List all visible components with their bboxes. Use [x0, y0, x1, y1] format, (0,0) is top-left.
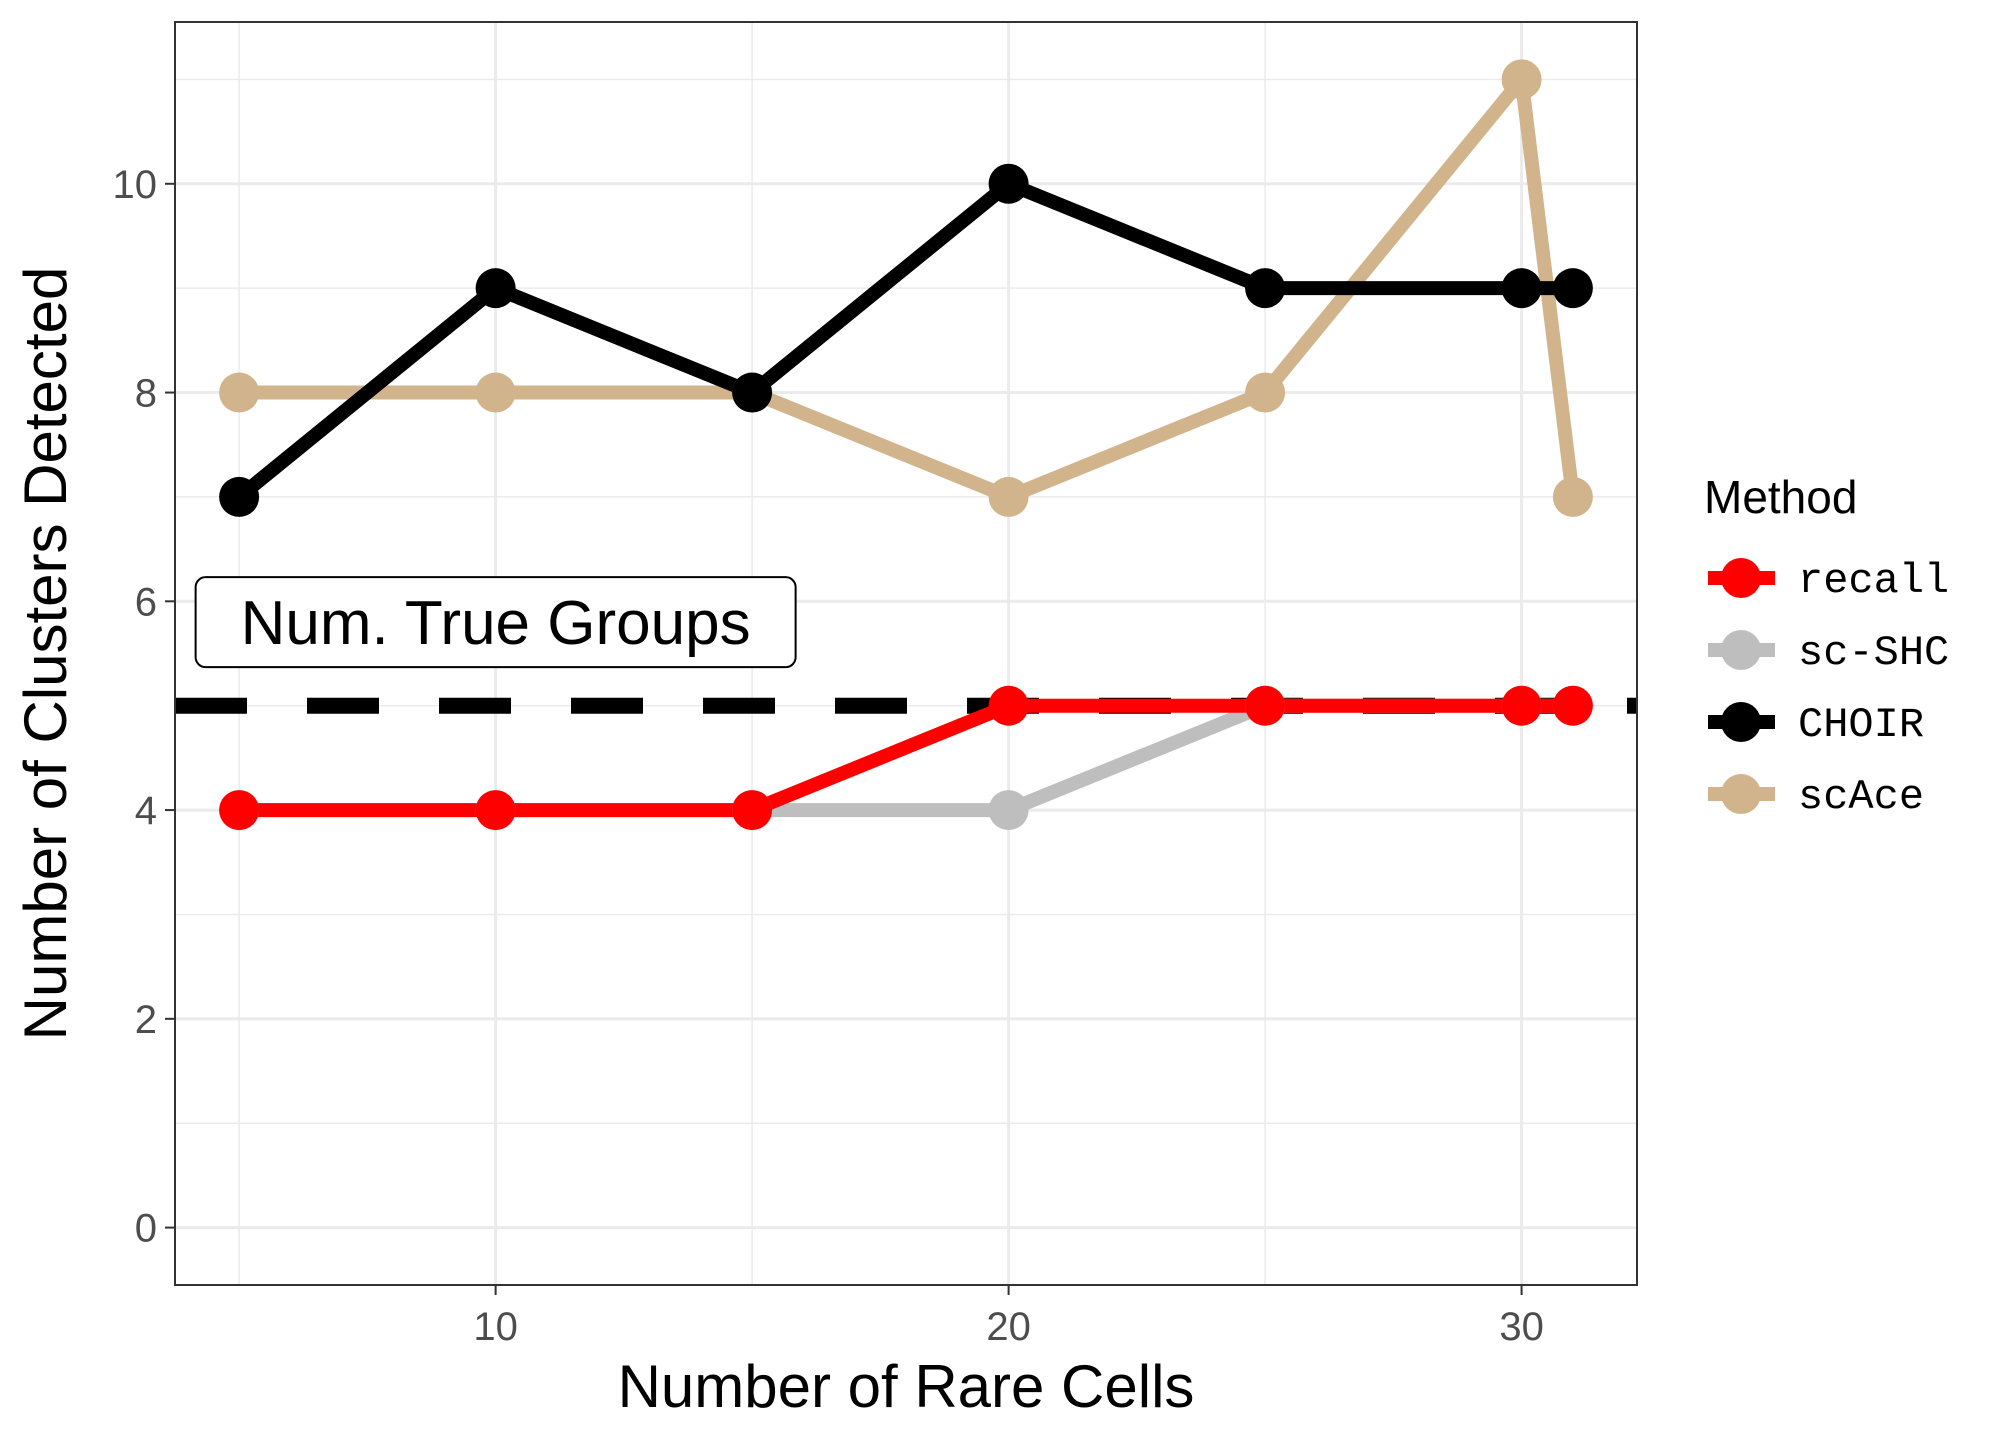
series-point-scace [1552, 476, 1593, 517]
y-tick-label: 10 [113, 163, 158, 207]
series-point-scace [219, 372, 260, 413]
legend-label-recall: recall [1798, 557, 1949, 605]
series-point-recall [1245, 685, 1286, 726]
series-point-choir [988, 163, 1029, 204]
legend-swatch-point-choir [1721, 702, 1761, 742]
y-axis-title: Number of Clusters Detected [12, 267, 79, 1041]
legend-label-sc-shc: sc-SHC [1798, 629, 1949, 677]
series-point-recall [1501, 685, 1542, 726]
series-point-choir [732, 372, 773, 413]
series-group [219, 59, 1593, 831]
series-point-recall [732, 790, 773, 831]
x-tick-label: 10 [473, 1305, 518, 1349]
y-tick-label: 0 [135, 1207, 157, 1251]
series-point-scace [988, 476, 1029, 517]
series-point-recall [988, 685, 1029, 726]
y-tick-label: 4 [135, 789, 157, 833]
series-point-choir [1245, 268, 1286, 309]
series-point-choir [219, 476, 260, 517]
series-point-recall [475, 790, 516, 831]
x-axis-title: Number of Rare Cells [618, 1353, 1195, 1420]
series-point-recall [1552, 685, 1593, 726]
legend-label-choir: CHOIR [1798, 701, 1924, 749]
legend-swatch-point-sc-shc [1721, 630, 1761, 670]
series-point-choir [475, 268, 516, 309]
legend-label-scace: scAce [1798, 773, 1924, 821]
y-tick-label: 8 [135, 372, 157, 416]
y-tick-label: 6 [135, 580, 157, 624]
axes-group: 10 20 30 0 2 4 6 8 10 [113, 163, 1544, 1349]
series-point-choir [1501, 268, 1542, 309]
panel-border [174, 21, 1638, 1286]
series-point-recall [219, 790, 260, 831]
series-point-scace [1245, 372, 1286, 413]
legend: Method recall sc-SHC CHOIR scAce [1704, 471, 1949, 821]
annotation-box [194, 576, 797, 669]
legend-title: Method [1704, 471, 1857, 523]
annotation-group: Num. True Groups [194, 576, 797, 669]
annotation-label: Num. True Groups [241, 589, 751, 658]
x-tick-label: 20 [986, 1305, 1031, 1349]
y-tick-label: 2 [135, 998, 157, 1042]
series-point-scace [475, 372, 516, 413]
legend-swatch-point-scace [1721, 774, 1761, 814]
legend-swatch-point-recall [1721, 558, 1761, 598]
series-point-sc-shc [988, 790, 1029, 831]
series-point-choir [1552, 268, 1593, 309]
series-point-scace [1501, 59, 1542, 100]
x-tick-label: 30 [1499, 1305, 1544, 1349]
